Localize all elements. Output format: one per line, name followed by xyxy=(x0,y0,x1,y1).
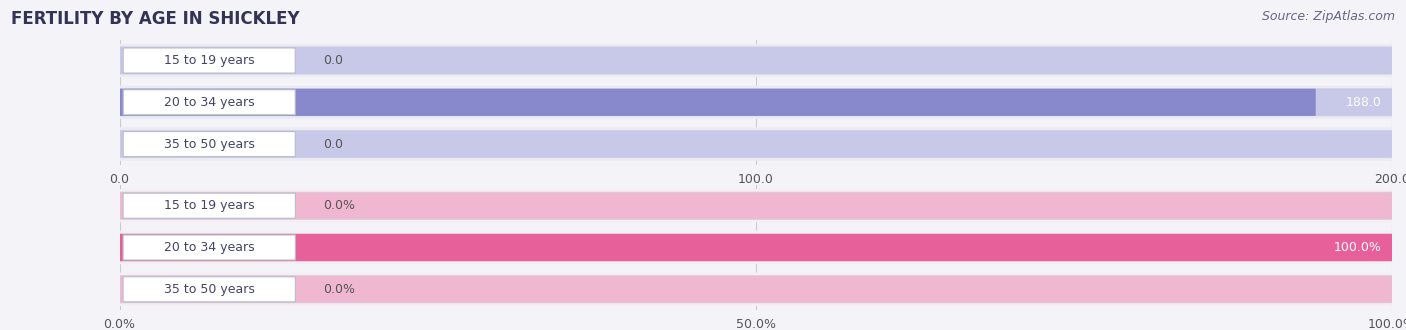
Text: 0.0: 0.0 xyxy=(323,54,343,67)
FancyBboxPatch shape xyxy=(120,89,1316,116)
FancyBboxPatch shape xyxy=(120,234,1392,261)
FancyBboxPatch shape xyxy=(120,231,1392,264)
FancyBboxPatch shape xyxy=(124,193,295,218)
FancyBboxPatch shape xyxy=(124,277,295,302)
Text: FERTILITY BY AGE IN SHICKLEY: FERTILITY BY AGE IN SHICKLEY xyxy=(11,10,299,28)
FancyBboxPatch shape xyxy=(124,235,295,260)
Text: 35 to 50 years: 35 to 50 years xyxy=(163,138,254,150)
FancyBboxPatch shape xyxy=(120,189,1392,222)
Text: 100.0%: 100.0% xyxy=(1334,241,1382,254)
Text: 35 to 50 years: 35 to 50 years xyxy=(163,283,254,296)
FancyBboxPatch shape xyxy=(120,89,1392,116)
FancyBboxPatch shape xyxy=(120,85,1392,119)
FancyBboxPatch shape xyxy=(120,192,1392,219)
Text: 0.0: 0.0 xyxy=(323,138,343,150)
FancyBboxPatch shape xyxy=(120,47,1392,74)
Text: 20 to 34 years: 20 to 34 years xyxy=(165,241,254,254)
FancyBboxPatch shape xyxy=(124,132,295,157)
Text: 188.0: 188.0 xyxy=(1346,96,1382,109)
FancyBboxPatch shape xyxy=(124,48,295,73)
Text: 20 to 34 years: 20 to 34 years xyxy=(165,96,254,109)
FancyBboxPatch shape xyxy=(120,44,1392,77)
FancyBboxPatch shape xyxy=(120,276,1392,303)
FancyBboxPatch shape xyxy=(120,130,1392,158)
FancyBboxPatch shape xyxy=(124,90,295,115)
FancyBboxPatch shape xyxy=(120,273,1392,306)
Text: 0.0%: 0.0% xyxy=(323,283,356,296)
Text: 0.0%: 0.0% xyxy=(323,199,356,212)
Text: 15 to 19 years: 15 to 19 years xyxy=(165,54,254,67)
FancyBboxPatch shape xyxy=(120,234,1392,261)
Text: Source: ZipAtlas.com: Source: ZipAtlas.com xyxy=(1261,10,1395,23)
Text: 15 to 19 years: 15 to 19 years xyxy=(165,199,254,212)
FancyBboxPatch shape xyxy=(120,127,1392,161)
